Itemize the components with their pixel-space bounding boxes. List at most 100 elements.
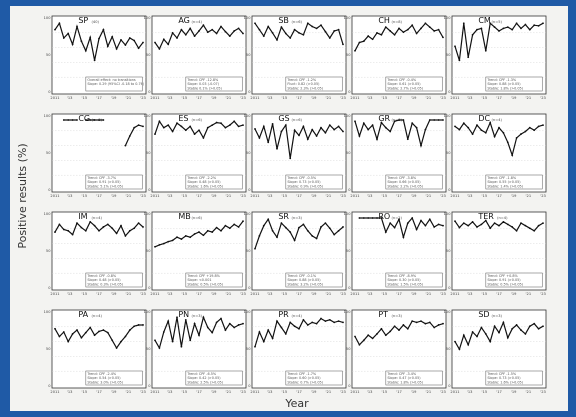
data-point	[476, 124, 478, 126]
data-point	[503, 28, 505, 30]
y-tick-label: 50	[246, 151, 251, 155]
data-point	[359, 135, 361, 137]
data-point	[520, 222, 522, 224]
data-point	[207, 327, 209, 329]
data-point	[120, 39, 122, 41]
panel-title: CG	[78, 114, 90, 123]
data-point	[211, 29, 213, 31]
x-tick-label: '13	[267, 292, 273, 296]
data-point	[129, 135, 131, 137]
data-point	[407, 138, 409, 140]
data-point	[394, 34, 396, 36]
data-point	[494, 136, 496, 138]
data-point	[489, 341, 491, 343]
x-tick-label: '23	[140, 390, 146, 394]
x-tick-label: '23	[240, 390, 246, 394]
data-point	[129, 37, 131, 39]
x-tick-label: '17	[96, 292, 102, 296]
x-tick-label: '17	[296, 96, 302, 100]
x-tick-label: '15	[482, 194, 488, 198]
data-point	[276, 39, 278, 41]
stats-text: Stable: 1.8% (>0.05)	[387, 380, 423, 384]
data-point	[281, 222, 283, 224]
y-tick-label: 50	[146, 53, 151, 57]
data-point	[476, 29, 478, 31]
data-point	[303, 34, 305, 36]
data-point	[394, 325, 396, 327]
data-point	[433, 327, 435, 329]
panel-title: GS	[278, 114, 289, 123]
data-point	[259, 331, 261, 333]
data-point	[438, 119, 440, 121]
x-tick-label: '15	[82, 292, 88, 296]
panel-title: SB	[278, 16, 289, 25]
panel-tag: (n=3)	[492, 314, 503, 318]
panel-ro: RO (n=2) 0 50 100 2011 '13 '15 '17 '19 '21 '23 Trend…	[344, 212, 446, 296]
data-point	[485, 132, 487, 134]
x-tick-label: '15	[382, 194, 388, 198]
y-tick-label: 100	[244, 16, 252, 20]
data-point	[420, 320, 422, 322]
data-point	[267, 26, 269, 28]
data-point	[333, 322, 335, 324]
data-point	[359, 42, 361, 44]
data-point	[407, 328, 409, 330]
data-point	[538, 126, 540, 128]
data-point	[538, 225, 540, 227]
data-point	[225, 127, 227, 129]
data-point	[285, 33, 287, 35]
panel-tag: (n=6)	[292, 118, 303, 122]
data-point	[76, 119, 78, 121]
data-point	[76, 26, 78, 28]
data-point	[520, 28, 522, 30]
data-point	[203, 316, 205, 318]
x-tick-label: '23	[540, 194, 546, 198]
y-tick-label: 0	[148, 384, 151, 388]
data-point	[425, 129, 427, 131]
data-point	[285, 333, 287, 335]
x-tick-label: 2011	[150, 292, 159, 296]
stats-text: Stable: 0.3% (>0.05)	[87, 282, 123, 286]
x-tick-label: '21	[326, 390, 332, 394]
x-tick-label: '17	[396, 390, 402, 394]
data-point	[111, 36, 113, 38]
data-point	[403, 324, 405, 326]
data-point	[425, 22, 427, 24]
x-tick-label: 2011	[150, 96, 159, 100]
x-tick-label: '19	[411, 292, 417, 296]
data-point	[407, 29, 409, 31]
y-tick-label: 50	[146, 347, 151, 351]
data-point	[89, 221, 91, 223]
data-point	[454, 220, 456, 222]
data-point	[338, 126, 340, 128]
data-point	[338, 320, 340, 322]
x-tick-label: '19	[111, 194, 117, 198]
data-point	[133, 40, 135, 42]
data-point	[367, 35, 369, 37]
data-point	[289, 231, 291, 233]
x-tick-label: '19	[211, 194, 217, 198]
data-point	[63, 229, 65, 231]
data-point	[303, 224, 305, 226]
x-tick-label: '21	[526, 292, 532, 296]
y-tick-label: 50	[346, 249, 351, 253]
data-point	[472, 34, 474, 36]
data-point	[338, 230, 340, 232]
y-tick-label: 100	[144, 16, 152, 20]
data-point	[72, 119, 74, 121]
data-point	[325, 222, 327, 224]
x-tick-label: '21	[126, 390, 132, 394]
data-point	[363, 339, 365, 341]
data-point	[216, 227, 218, 229]
data-point	[176, 236, 178, 238]
data-point	[329, 37, 331, 39]
data-point	[107, 45, 109, 47]
x-tick-label: '23	[340, 390, 346, 394]
data-point	[298, 227, 300, 229]
data-point	[276, 236, 278, 238]
data-point	[198, 231, 200, 233]
data-point	[220, 122, 222, 124]
stats-text: Stable: 2.5% (>0.05)	[187, 380, 223, 384]
data-point	[189, 236, 191, 238]
x-tick-label: '19	[311, 390, 317, 394]
